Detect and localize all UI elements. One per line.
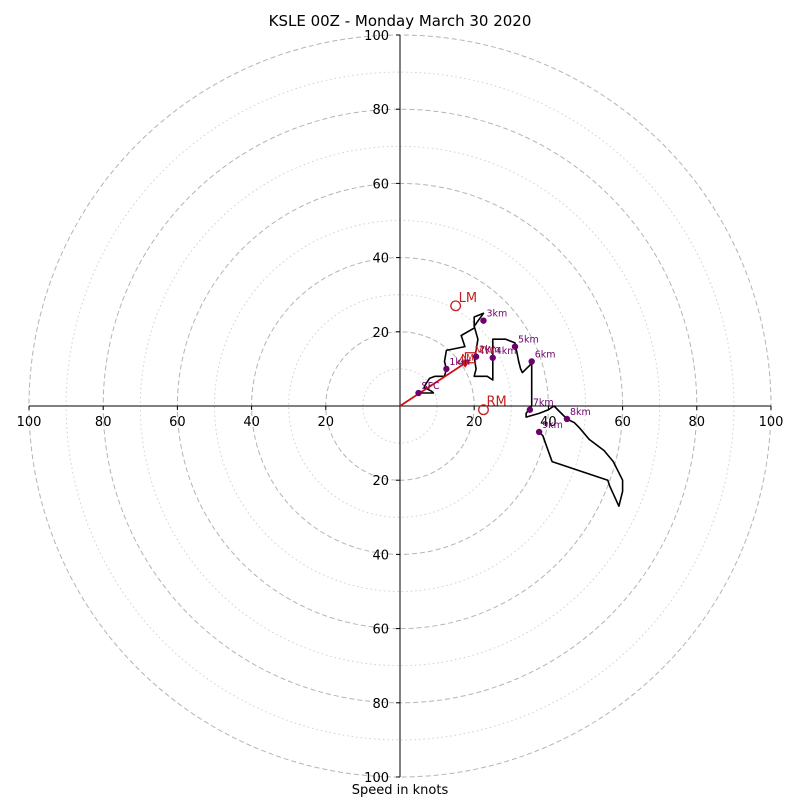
x-tick-label: 100: [759, 415, 784, 430]
storm-motion-label: RM: [486, 395, 506, 410]
y-tick-label: 60: [372, 623, 389, 638]
storm-motion-small-label: LM: [461, 354, 474, 364]
y-tick-label: 80: [372, 103, 389, 118]
x-tick-label: 80: [689, 415, 706, 430]
height-marker-1km: [443, 365, 450, 373]
height-marker-6km: [528, 358, 535, 365]
y-tick-label: 60: [372, 177, 389, 192]
height-marker-sfc: [415, 389, 422, 397]
storm-motion-rm: [478, 404, 489, 416]
y-tick-label: 100: [364, 771, 389, 786]
mean-wind-vector: [399, 358, 471, 407]
height-marker-label: 5km: [518, 335, 539, 346]
y-tick-label: 100: [364, 29, 389, 44]
height-marker-label: 6km: [535, 349, 556, 360]
height-marker-label: 7km: [533, 398, 554, 409]
y-tick-label: 40: [372, 548, 389, 563]
x-tick-label: 40: [243, 415, 260, 430]
height-marker-2km: [472, 353, 480, 360]
storm-motion-label: LM: [459, 291, 477, 306]
x-tick-label: 100: [17, 415, 42, 430]
height-marker-5km: [511, 343, 519, 350]
storm-motion-triangle: [457, 353, 469, 365]
x-axis-label: Speed in knots: [351, 783, 449, 798]
x-tick-label: 80: [95, 415, 112, 430]
height-marker-8km: [563, 415, 571, 423]
x-tick-label: 20: [318, 415, 335, 430]
x-tick-label: 40: [540, 415, 557, 430]
height-marker-label: 3km: [486, 309, 507, 320]
x-tick-label: 60: [169, 415, 186, 430]
height-marker-label: SFC: [422, 381, 440, 392]
mean-wind-label: MW: [474, 344, 494, 357]
height-marker-3km: [480, 317, 487, 324]
height-marker-4km: [489, 354, 496, 361]
height-marker-label: 8km: [570, 407, 591, 418]
height-marker-7km: [526, 406, 534, 413]
storm-motion-lm: [450, 300, 462, 312]
height-marker-label: 2km: [479, 345, 500, 356]
y-tick-label: 20: [372, 474, 389, 489]
chart-title: KSLE 00Z - Monday March 30 2020: [268, 12, 532, 30]
height-marker-9km: [535, 428, 543, 436]
height-marker-label: 4km: [496, 346, 517, 357]
tick-labels: 100 100 80 80 60 60 40 40 20 20 20 20 40 40 60 60 80 80 10…: [17, 29, 784, 786]
height-marker-label: 9km: [542, 420, 563, 431]
x-tick-label: 20: [466, 415, 483, 430]
y-tick-label: 20: [372, 326, 389, 341]
x-tick-label: 60: [614, 415, 631, 430]
height-marker-label: 1km: [449, 357, 470, 368]
y-tick-label: 80: [372, 697, 389, 712]
y-tick-label: 40: [372, 252, 389, 267]
